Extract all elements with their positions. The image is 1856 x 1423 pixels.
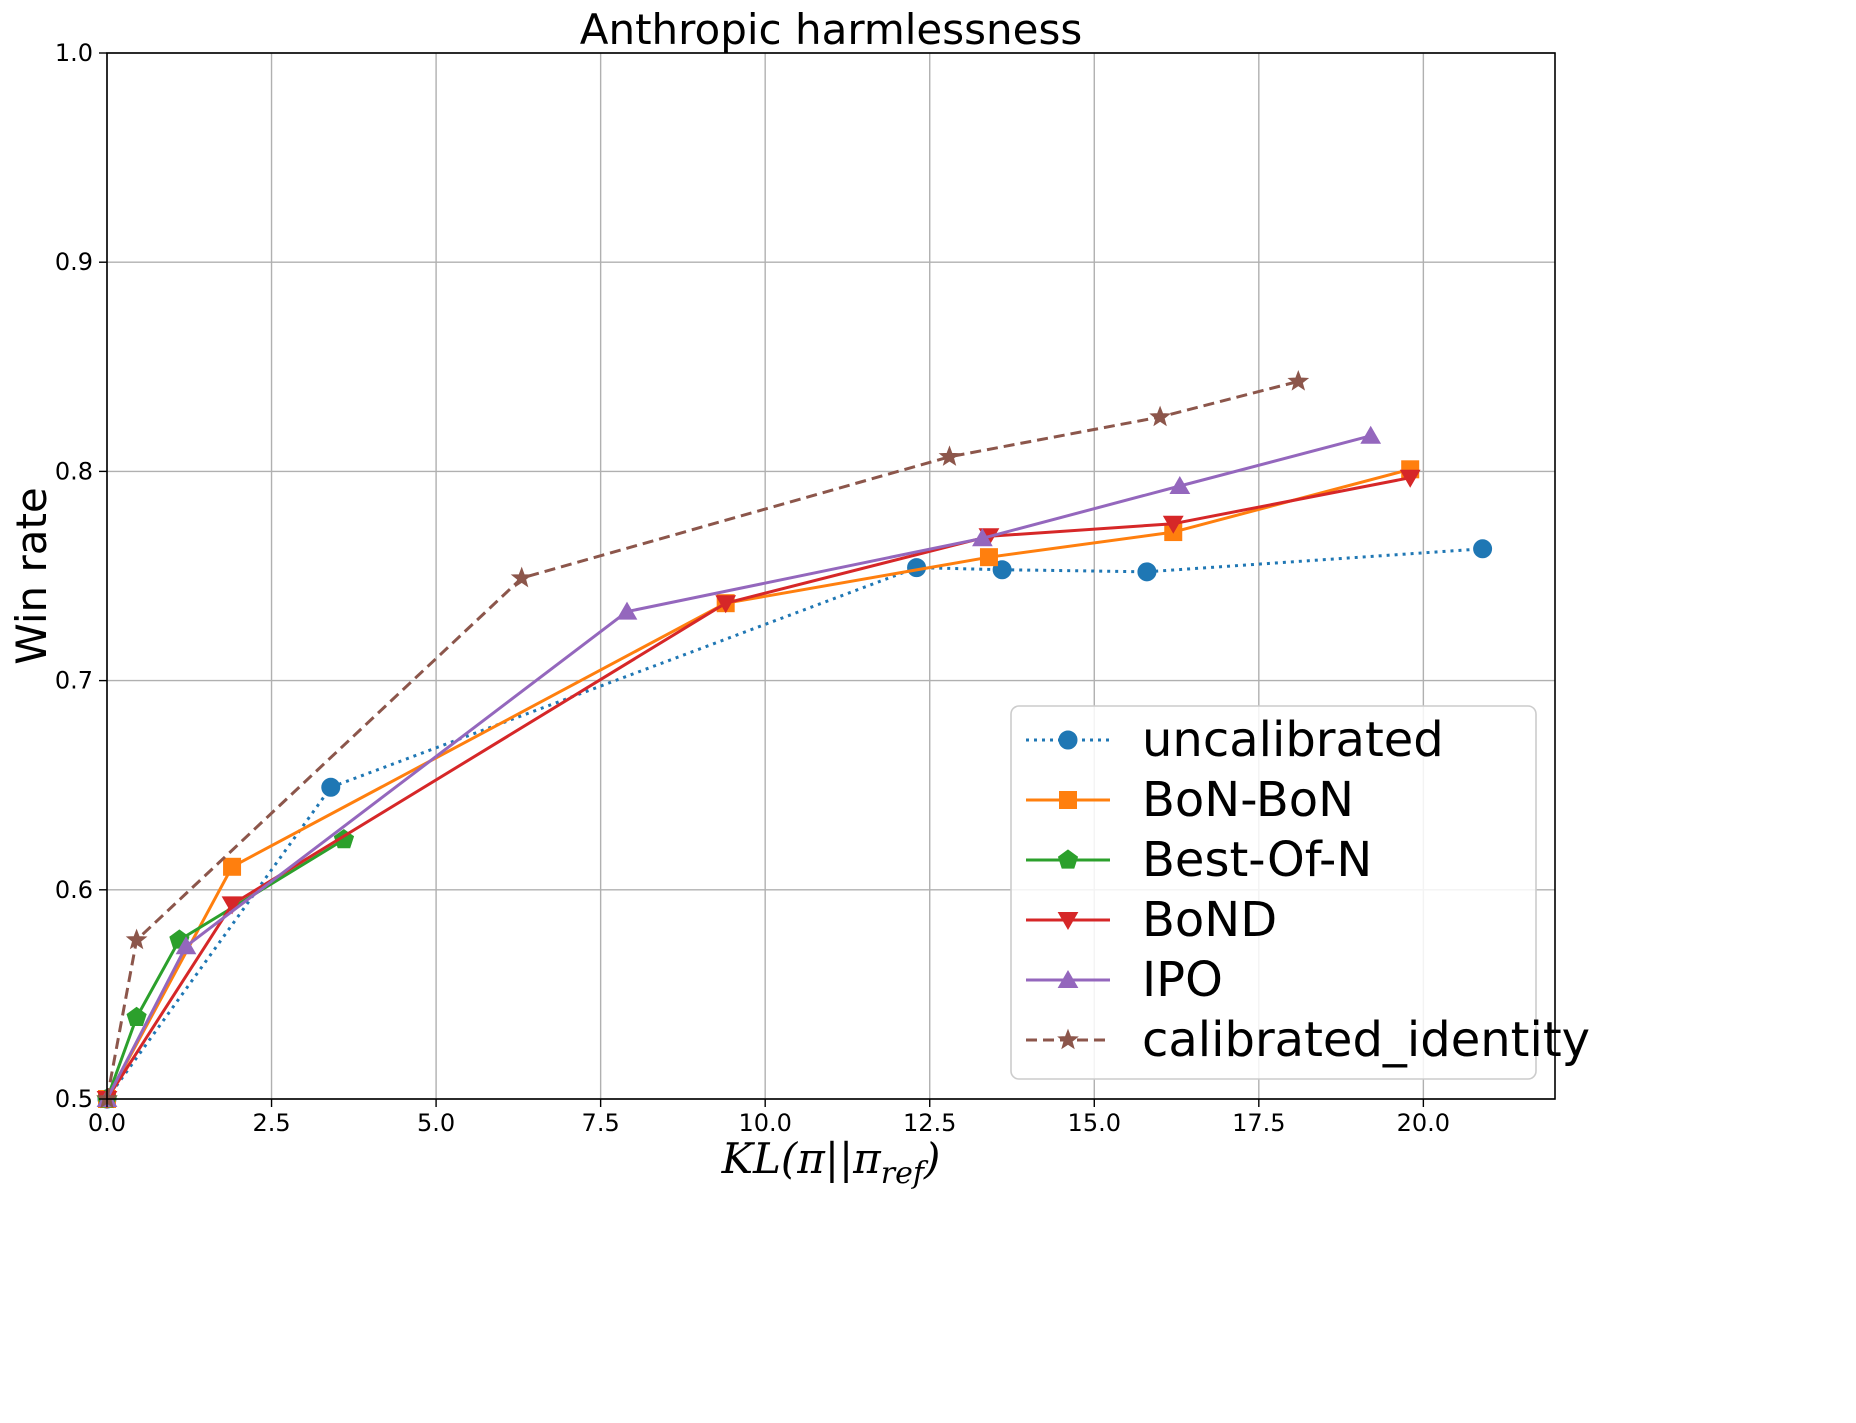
legend-label-best-of-n: Best-Of-N <box>1142 832 1372 888</box>
legend: uncalibratedBoN-BoNBest-Of-NBoNDIPOcalib… <box>1010 705 1590 1080</box>
legend-marker-uncalibrated <box>1058 730 1078 750</box>
axis-ticks: 0.0 2.5 5.0 7.5 10.0 12.5 15.0 17.5 20.0 0.5 0.6 0.… <box>55 39 1450 1137</box>
legend-label-uncalibrated: uncalibrated <box>1142 712 1444 768</box>
x-tick-label: 0.0 <box>88 1109 126 1137</box>
plot-frame <box>106 52 1556 1100</box>
data-point-calibrated-identity <box>1149 405 1171 427</box>
data-point-ipo <box>972 528 993 547</box>
x-axis-title-main: KL(π||π <box>721 1134 883 1183</box>
series-line-ipo <box>105 434 1372 1100</box>
legend-marker-ipo <box>1057 969 1079 988</box>
x-tick-label: 15.0 <box>1068 1109 1121 1137</box>
legend-marker-bond <box>1057 912 1079 931</box>
data-point-calibrated-identity <box>1287 369 1310 391</box>
legend-item-bon-bon: BoN-BoN <box>1026 772 1354 828</box>
data-point-bond <box>221 896 243 915</box>
data-point-uncalibrated <box>1137 562 1157 582</box>
legend-marker-calibrated-identity <box>1057 1028 1079 1050</box>
x-tick-label: 5.0 <box>417 1109 455 1137</box>
legend-item-best-of-n: Best-Of-N <box>1026 832 1372 888</box>
legend-item-calibrated-identity: calibrated_identity <box>1026 1012 1590 1068</box>
x-axis-title-close: ) <box>923 1134 940 1183</box>
data-point-calibrated-identity <box>510 566 533 588</box>
legend-label-calibrated-identity: calibrated_identity <box>1142 1012 1590 1068</box>
x-tick-label: 7.5 <box>582 1109 620 1137</box>
legend-label-ipo: IPO <box>1142 952 1223 1008</box>
data-point-bon-bon <box>223 857 242 876</box>
y-tick-label: 0.9 <box>55 248 93 276</box>
y-axis-title: Win rate <box>7 487 56 665</box>
x-axis-title: KL(π||πref) <box>721 1134 941 1191</box>
x-tick-label: 20.0 <box>1397 1109 1450 1137</box>
y-tick-label: 0.5 <box>55 1085 93 1113</box>
series-line-bond <box>105 476 1411 1100</box>
y-tick-label: 0.8 <box>55 457 93 485</box>
x-tick-label: 10.0 <box>738 1109 791 1137</box>
data-point-best-of-n <box>126 1006 147 1026</box>
legend-marker-best-of-n <box>1057 849 1079 869</box>
chart-title: Anthropic harmlessness <box>580 5 1083 54</box>
x-tick-label: 17.5 <box>1232 1109 1285 1137</box>
data-point-uncalibrated <box>321 777 341 797</box>
y-tick-label: 1.0 <box>55 39 93 67</box>
legend-item-ipo: IPO <box>1026 952 1223 1008</box>
y-tick-label: 0.6 <box>55 876 93 904</box>
x-tick-label: 12.5 <box>903 1109 956 1137</box>
y-tick-label: 0.7 <box>55 667 93 695</box>
legend-item-uncalibrated: uncalibrated <box>1026 712 1444 768</box>
data-point-calibrated-identity <box>125 928 148 950</box>
data-point-ipo <box>175 936 197 955</box>
data-point-ipo <box>1360 425 1382 444</box>
legend-item-bond: BoND <box>1026 892 1277 948</box>
data-point-ipo <box>616 601 638 620</box>
plot-series <box>96 369 1493 1110</box>
legend-marker-bon-bon <box>1059 791 1077 809</box>
data-point-calibrated-identity <box>938 445 961 466</box>
grid-lines <box>106 52 1555 1100</box>
data-point-bond <box>1399 469 1421 488</box>
data-point-bon-bon <box>979 548 998 567</box>
x-axis-title-subscript: ref <box>881 1156 929 1191</box>
legend-label-bond: BoND <box>1142 892 1277 948</box>
legend-label-bon-bon: BoN-BoN <box>1142 772 1354 828</box>
data-point-bond <box>715 595 737 614</box>
data-point-bond <box>1162 515 1184 534</box>
x-tick-label: 2.5 <box>252 1109 290 1137</box>
series-line-bon-bon <box>105 467 1411 1100</box>
legend-box <box>1010 705 1537 1080</box>
data-point-ipo <box>1169 476 1191 494</box>
data-point-uncalibrated <box>1473 539 1493 559</box>
